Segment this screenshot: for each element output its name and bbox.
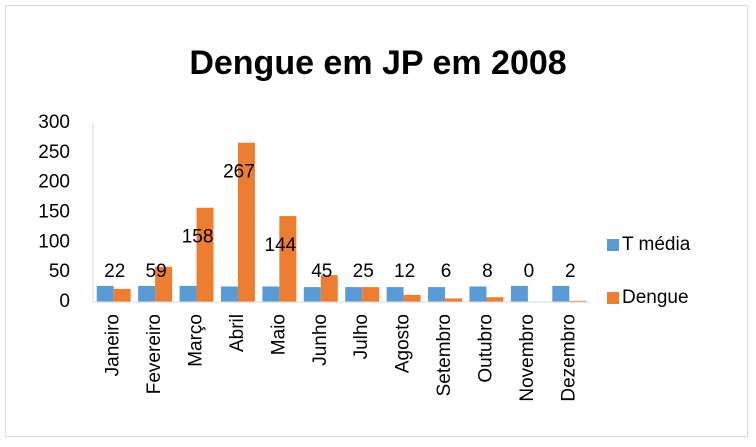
x-tick-label: Junho	[310, 314, 331, 366]
data-label: 8	[482, 261, 493, 282]
bar	[179, 285, 197, 302]
x-tick-label: Fevereiro	[144, 314, 165, 394]
bar	[403, 294, 421, 302]
bar	[279, 216, 297, 302]
bar	[386, 287, 404, 302]
bar	[469, 286, 487, 302]
y-tick-label: 150	[38, 202, 70, 223]
legend-swatch	[607, 292, 619, 304]
y-tick-label: 100	[38, 231, 70, 252]
chart-title: Dengue em JP em 2008	[189, 44, 566, 82]
chart-border	[5, 5, 748, 437]
bar	[320, 275, 338, 302]
bar	[552, 285, 570, 302]
y-tick-label: 200	[38, 172, 70, 193]
data-label: 158	[182, 227, 214, 248]
bar	[220, 286, 238, 302]
bar	[486, 297, 504, 302]
bar	[138, 285, 156, 302]
bar	[155, 266, 173, 302]
data-label: 25	[353, 261, 374, 282]
x-tick-label: Agosto	[393, 314, 414, 373]
x-tick-label: Setembro	[434, 314, 455, 396]
data-label: 12	[394, 261, 415, 282]
bar	[303, 287, 321, 302]
x-tick-label: Dezembro	[558, 314, 579, 402]
data-label: 45	[311, 261, 332, 282]
x-tick-label: Maio	[268, 314, 289, 355]
bar	[362, 287, 380, 302]
bar	[445, 298, 463, 302]
legend-swatch	[607, 239, 619, 251]
x-tick-label: Novembro	[517, 314, 538, 402]
bar	[428, 287, 446, 302]
data-label: 6	[441, 261, 452, 282]
data-label: 144	[265, 235, 297, 256]
bar	[569, 300, 587, 302]
bar	[510, 285, 528, 302]
x-tick-label: Janeiro	[103, 314, 124, 376]
bar	[196, 207, 214, 302]
bar	[345, 287, 363, 302]
bar	[262, 286, 280, 302]
y-tick-label: 0	[59, 291, 70, 312]
y-tick-label: 50	[49, 261, 70, 282]
bar	[237, 142, 255, 302]
bar	[96, 285, 114, 302]
x-tick-label: Julho	[351, 314, 372, 359]
x-tick-label: Março	[186, 314, 207, 367]
y-tick-label: 250	[38, 142, 70, 163]
data-label: 22	[104, 261, 125, 282]
bar	[113, 288, 131, 302]
data-label: 2	[565, 261, 576, 282]
data-label: 0	[524, 261, 535, 282]
data-label: 267	[223, 162, 255, 183]
legend-label: Dengue	[622, 287, 689, 308]
x-tick-label: Abril	[227, 314, 248, 352]
y-tick-label: 300	[38, 112, 70, 133]
x-tick-label: Outubro	[475, 314, 496, 383]
data-label: 59	[146, 261, 167, 282]
legend-label: T média	[622, 234, 691, 255]
